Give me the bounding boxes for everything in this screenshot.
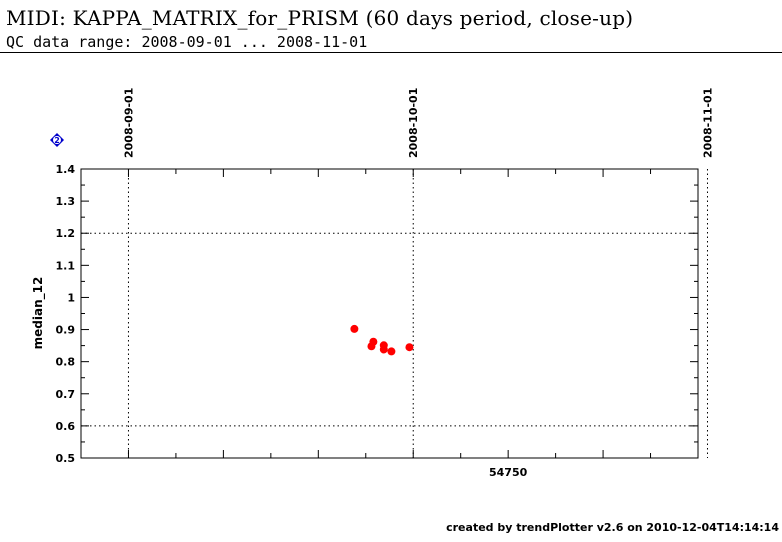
qc-data-range: QC data range: 2008-09-01 ... 2008-11-01 bbox=[6, 33, 368, 51]
x-tick-label: 54750 bbox=[489, 466, 528, 479]
y-tick-label: 1.3 bbox=[56, 195, 76, 208]
x-axis-ticks: 54750 bbox=[127, 169, 699, 479]
y-tick-label: 1.1 bbox=[56, 259, 76, 272]
data-point bbox=[369, 337, 378, 346]
y-axis-ticks: 0.5 0.6 0.7 0.8 0.9 1 1.1 1.2 1.3 1.4 bbox=[56, 163, 698, 465]
data-point bbox=[350, 324, 359, 333]
y-tick-label: 0.7 bbox=[56, 388, 76, 401]
data-point bbox=[379, 341, 388, 350]
diamond-2-icon: 2 bbox=[50, 133, 64, 147]
date-marker-lines: 2008-09-01 2008-10-01 2008-11-01 bbox=[122, 88, 714, 458]
date-marker-label: 2008-10-01 bbox=[407, 88, 420, 158]
y-tick-label: 0.5 bbox=[56, 452, 76, 465]
footer-credit: created by trendPlotter v2.6 on 2010-12-… bbox=[446, 521, 779, 534]
y-axis-label: median_12 bbox=[31, 277, 46, 350]
diamond-label: 2 bbox=[54, 136, 60, 145]
chart-title: MIDI: KAPPA_MATRIX_for_PRISM (60 days pe… bbox=[6, 6, 634, 30]
diamond-inner-circle bbox=[53, 136, 61, 144]
y-tick-label: 0.6 bbox=[56, 420, 76, 433]
y-tick-label: 0.9 bbox=[56, 324, 76, 337]
plot-frame bbox=[80, 168, 699, 459]
data-point bbox=[379, 345, 388, 354]
data-point bbox=[387, 347, 396, 356]
date-marker-label: 2008-09-01 bbox=[122, 88, 135, 158]
data-point bbox=[367, 342, 376, 351]
y-tick-label: 1.4 bbox=[56, 163, 76, 176]
date-marker-label: 2008-11-01 bbox=[701, 88, 714, 158]
header-divider bbox=[0, 52, 782, 53]
reference-lines bbox=[81, 232, 698, 427]
y-tick-label: 1 bbox=[67, 291, 75, 304]
y-tick-label: 1.2 bbox=[56, 227, 76, 240]
data-point bbox=[405, 343, 414, 352]
data-points bbox=[350, 324, 414, 356]
y-tick-label: 0.8 bbox=[56, 356, 76, 369]
